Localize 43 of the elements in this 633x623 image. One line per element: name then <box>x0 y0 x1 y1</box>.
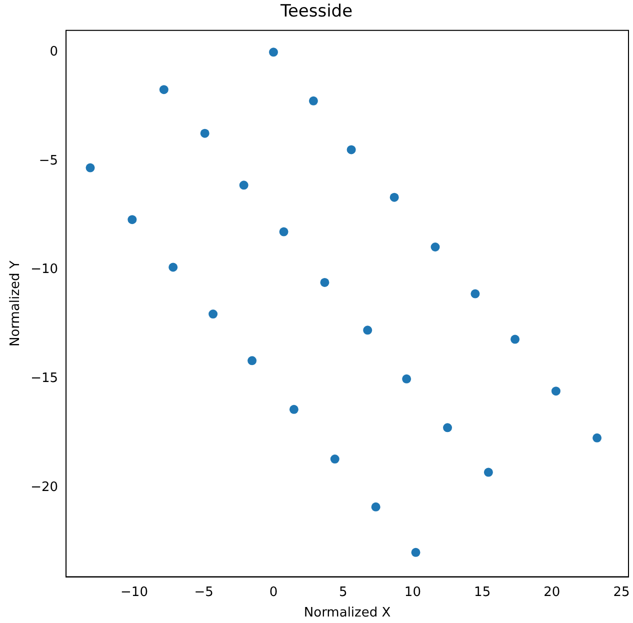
point <box>592 433 602 442</box>
point <box>411 548 420 557</box>
point <box>430 242 440 252</box>
y-tick-label: −15 <box>30 371 58 386</box>
point <box>443 423 452 432</box>
y-tick-label: −10 <box>30 262 58 278</box>
y-tick-label: 0 <box>50 44 58 60</box>
point <box>289 404 298 414</box>
point <box>208 310 218 319</box>
point <box>470 289 480 298</box>
point <box>510 334 520 344</box>
point <box>371 502 380 512</box>
point <box>484 468 493 477</box>
x-tick-label: 15 <box>474 584 491 600</box>
point <box>279 227 288 236</box>
point <box>346 145 356 154</box>
point <box>159 85 168 94</box>
y-tick-label: −5 <box>38 153 58 168</box>
point <box>268 48 278 57</box>
point <box>551 386 560 396</box>
point <box>168 262 178 272</box>
point <box>248 356 257 366</box>
point <box>402 374 412 384</box>
point <box>200 128 210 138</box>
y-axis-title: Normalized Y <box>8 260 24 346</box>
x-tick-label: 25 <box>613 584 630 600</box>
point <box>330 454 340 464</box>
point <box>128 215 137 224</box>
x-tick-label: 0 <box>269 584 278 600</box>
x-tick-label: 20 <box>544 584 560 600</box>
x-tick-label: 5 <box>338 584 348 600</box>
point <box>308 96 318 106</box>
y-tick-label: −20 <box>30 480 58 495</box>
point <box>86 163 95 172</box>
point <box>320 278 330 287</box>
x-tick-label: −5 <box>194 584 214 600</box>
point <box>390 192 399 202</box>
point <box>363 326 372 335</box>
chart-title: Teesside <box>279 2 353 22</box>
x-tick-label: 10 <box>404 584 421 600</box>
point <box>239 180 248 190</box>
x-tick-label: −10 <box>120 584 148 600</box>
x-axis-title: Normalized X <box>304 606 391 621</box>
